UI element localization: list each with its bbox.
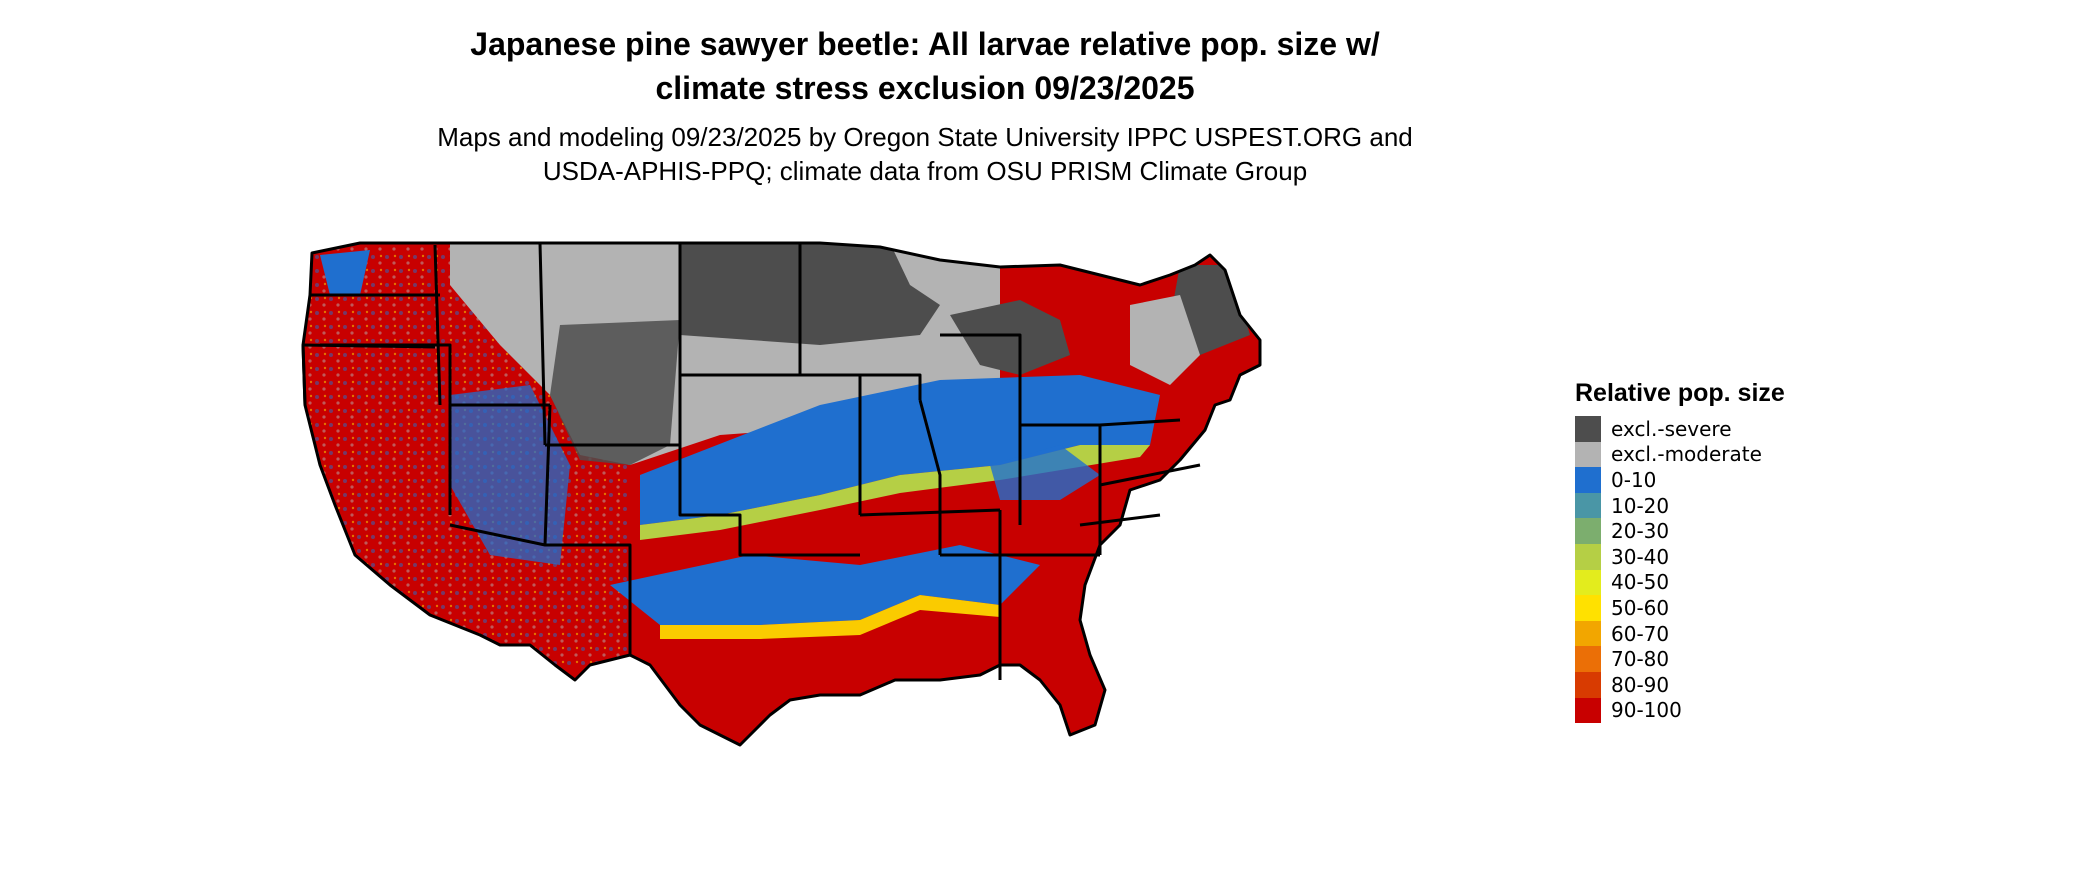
legend-item: 10-20 <box>1575 492 1785 519</box>
legend-label: 70-80 <box>1611 647 1670 672</box>
zone-excl-moderate-new-england <box>1130 295 1200 385</box>
zone-50-60-south <box>660 595 1000 639</box>
zone-0-10-south <box>610 545 1040 625</box>
border-tx-ok <box>545 445 860 655</box>
zone-excl-severe-upper-midwest <box>950 300 1070 375</box>
legend-swatch <box>1575 416 1601 442</box>
legend-label: 20-30 <box>1611 519 1670 544</box>
border-plains <box>800 373 942 555</box>
legend-label: excl.-severe <box>1611 416 1732 441</box>
border-nv-ut <box>301 343 550 515</box>
legend-swatch <box>1575 646 1601 672</box>
legend-item: 90-100 <box>1575 697 1785 724</box>
legend-item: 80-90 <box>1575 671 1785 698</box>
legend-swatch <box>1575 467 1601 493</box>
legend-swatch <box>1575 441 1601 468</box>
border-western-verticals <box>433 242 802 446</box>
border-east <box>1079 418 1201 527</box>
border-south <box>859 508 1100 680</box>
legend-label: excl.-moderate <box>1611 442 1762 467</box>
legend: Relative pop. size excl.-severe excl.-mod… <box>1575 378 1785 724</box>
zone-0-10-appalachia <box>990 445 1100 500</box>
legend-label: 80-90 <box>1611 672 1670 697</box>
legend-swatch <box>1575 492 1601 519</box>
legend-label: 40-50 <box>1611 570 1670 595</box>
legend-title: Relative pop. size <box>1575 379 1785 407</box>
subtitle-line-1: Maps and modeling 09/23/2025 by Oregon S… <box>437 122 1413 152</box>
legend-label: 60-70 <box>1611 621 1670 646</box>
legend-label: 30-40 <box>1611 544 1670 569</box>
legend-item: 0-10 <box>1575 467 1785 493</box>
legend-label: 90-100 <box>1611 698 1682 723</box>
subtitle-line-2: USDA-APHIS-PPQ; climate data from OSU PR… <box>542 156 1308 186</box>
legend-item: 30-40 <box>1575 543 1785 570</box>
zone-excl-severe-rockies <box>550 320 680 465</box>
legend-item: excl.-moderate <box>1575 441 1785 468</box>
legend-label: 10-20 <box>1611 493 1670 518</box>
legend-swatch <box>1575 697 1601 724</box>
legend-swatch <box>1575 569 1601 596</box>
legend-swatch <box>1575 620 1601 647</box>
legend-label: 50-60 <box>1611 595 1670 620</box>
title-line-1: Japanese pine sawyer beetle: All larvae … <box>470 26 1380 62</box>
legend-item: 40-50 <box>1575 569 1785 596</box>
map-subtitle: Maps and modeling 09/23/2025 by Oregon S… <box>0 120 1850 188</box>
legend-item: 50-60 <box>1575 595 1785 621</box>
legend-swatch <box>1575 518 1601 544</box>
map-title: Japanese pine sawyer beetle: All larvae … <box>0 22 1850 110</box>
legend-swatch <box>1575 671 1601 698</box>
legend-swatch <box>1575 595 1601 621</box>
zone-0-10-midwest <box>640 375 1160 525</box>
legend-item: 60-70 <box>1575 620 1785 647</box>
title-line-2: climate stress exclusion 09/23/2025 <box>655 70 1195 106</box>
legend-item: 70-80 <box>1575 646 1785 672</box>
zone-0-10-great-basin <box>450 385 570 565</box>
legend-items: excl.-severe excl.-moderate 0-10 10-20 20-30… <box>1575 416 1785 724</box>
zone-excl-severe-dakotas <box>680 243 940 345</box>
legend-label: 0-10 <box>1611 467 1657 492</box>
legend-item: 20-30 <box>1575 518 1785 544</box>
legend-item: excl.-severe <box>1575 416 1785 442</box>
legend-swatch <box>1575 543 1601 570</box>
us-outline <box>301 241 1262 747</box>
zone-0-10-cascades <box>320 250 370 295</box>
us-risk-map <box>301 241 1262 747</box>
